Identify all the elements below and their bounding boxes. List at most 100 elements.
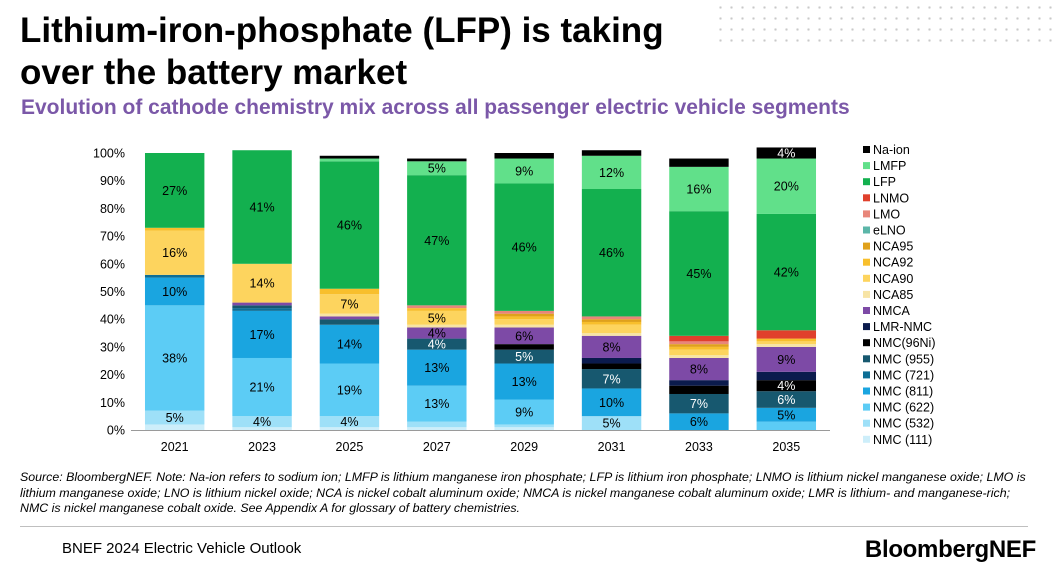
bar-segment <box>144 277 205 306</box>
legend-swatch <box>863 242 870 250</box>
legend-swatch <box>863 307 870 314</box>
bar-segment <box>232 357 292 417</box>
bar-segment <box>669 349 729 356</box>
bar-segment <box>319 416 380 428</box>
bar-segment <box>669 341 729 345</box>
data-label: 47% <box>424 234 449 248</box>
legend-swatch <box>863 435 870 443</box>
bar-segment <box>319 363 380 417</box>
bar-segment <box>669 158 729 167</box>
bar-segment <box>756 391 817 408</box>
legend-swatch <box>863 371 870 379</box>
data-label: 8% <box>690 363 708 377</box>
data-label: 20% <box>774 180 799 194</box>
chart-subtitle: Evolution of cathode chemistry mix acros… <box>21 96 850 119</box>
data-label: 46% <box>512 241 537 255</box>
data-label: 6% <box>690 415 708 429</box>
y-tick-label: 0% <box>107 424 125 438</box>
legend-swatch <box>863 323 870 331</box>
brand-logo: BloombergNEF <box>864 536 1036 563</box>
x-tick-label: 2031 <box>598 440 626 454</box>
bar-segment <box>494 316 554 320</box>
y-tick-label: 40% <box>100 313 125 327</box>
bar-segment <box>581 324 642 334</box>
legend-label: NCA85 <box>873 288 913 302</box>
data-label: 5% <box>166 411 184 425</box>
data-label: 6% <box>777 393 795 407</box>
bar-segment <box>756 421 817 430</box>
data-label: 5% <box>777 408 795 422</box>
bar-segment <box>581 150 642 156</box>
bar-segment <box>756 344 817 347</box>
bar-segment <box>494 427 554 430</box>
legend-label: NMC (811) <box>873 385 933 399</box>
y-tick-label: 80% <box>100 202 125 216</box>
data-label: 9% <box>515 165 533 179</box>
bar-segment <box>669 413 729 430</box>
chart-title: Lithium-iron-phosphate (LFP) is taking o… <box>20 11 664 92</box>
bar-segment <box>144 305 205 411</box>
y-tick-label: 60% <box>100 257 125 271</box>
bar-segment <box>144 153 205 228</box>
data-label: 21% <box>250 381 275 395</box>
bar-segment <box>407 161 467 176</box>
legend-label: LFP <box>873 175 896 189</box>
data-label: 13% <box>424 361 449 375</box>
bar-segment <box>756 346 817 372</box>
bar-segment <box>581 316 642 320</box>
x-tick-label: 2023 <box>248 440 276 454</box>
bar-segment <box>669 380 729 386</box>
footer-divider <box>20 526 1028 527</box>
data-label: 7% <box>340 297 358 311</box>
bar-segment <box>407 327 467 339</box>
bar-segment <box>669 393 729 414</box>
bar-segment <box>494 327 554 345</box>
legend-label: NMC (532) <box>873 417 934 431</box>
bar-segment <box>756 158 817 214</box>
bar-segment <box>144 230 205 275</box>
legend-swatch <box>863 226 870 234</box>
bar-segment <box>581 363 642 370</box>
bar-segment <box>232 308 292 311</box>
bar-segment <box>669 357 729 381</box>
legend-label: NMCA <box>873 304 910 318</box>
bar-segment <box>756 371 817 381</box>
bar-segment <box>494 363 554 400</box>
bar-segment <box>319 427 380 430</box>
bar-segment <box>232 150 292 264</box>
bar-segment <box>494 344 554 350</box>
bar-segment <box>581 369 642 389</box>
stacked-bar-chart: 0% 10% 20% 30% 40% 50% 60% 70% 80% 90% 100% 5% 38% 10… <box>93 143 935 454</box>
data-label: 4% <box>777 147 795 161</box>
bar-segment <box>581 155 642 190</box>
bar-segment <box>581 388 642 417</box>
data-label: 46% <box>599 246 624 260</box>
legend-swatch <box>863 355 870 363</box>
legend-label: eLNO <box>873 224 906 238</box>
bar-segment <box>407 349 467 386</box>
y-tick-label: 70% <box>100 230 125 244</box>
bar-segment <box>494 313 554 317</box>
legend-label: NMC (721) <box>873 368 934 382</box>
x-tick-label: 2029 <box>510 440 538 454</box>
data-label: 17% <box>250 328 275 342</box>
bar-segment <box>756 341 817 345</box>
y-tick-label: 10% <box>100 396 125 410</box>
bar-segment <box>407 385 467 422</box>
x-tick-label: 2025 <box>336 440 364 454</box>
legend-label: NMC (622) <box>873 401 934 415</box>
bar-segment <box>407 324 467 328</box>
legend-label: LMFP <box>873 159 906 173</box>
data-label: 10% <box>162 285 187 299</box>
bar-segment <box>494 310 554 314</box>
y-tick-label: 90% <box>100 174 125 188</box>
bar-segment <box>144 424 205 430</box>
legend-label: LMR-NMC <box>873 320 932 334</box>
data-label: 4% <box>428 327 446 341</box>
legend-label: NCA90 <box>873 272 913 286</box>
legend-label: NMC (111) <box>873 433 932 447</box>
data-label: 4% <box>340 415 358 429</box>
legend-label: NCA92 <box>873 256 913 270</box>
data-label: 13% <box>512 375 537 389</box>
data-label: 7% <box>603 372 621 386</box>
